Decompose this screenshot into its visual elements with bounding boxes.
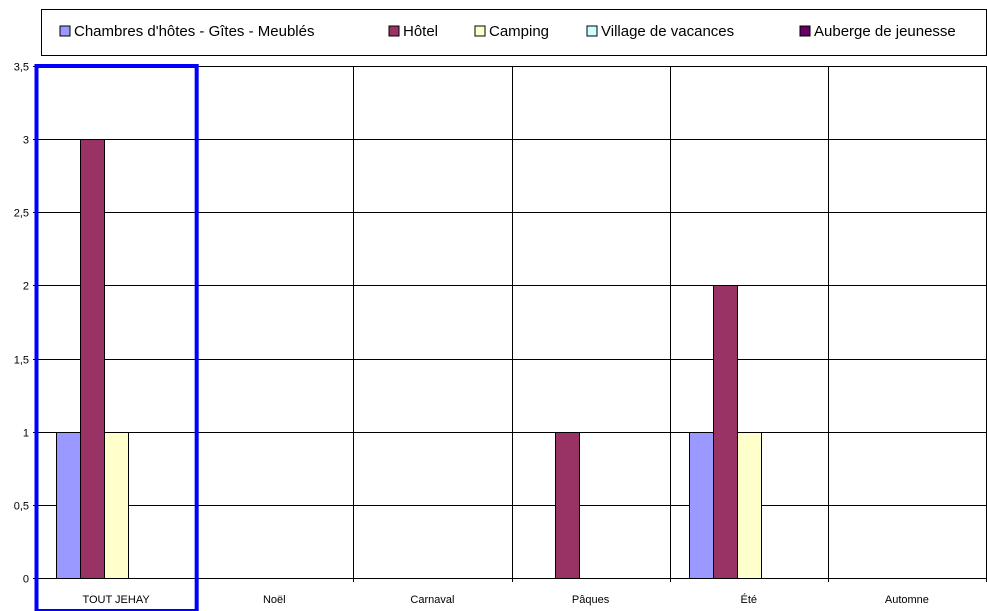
x-tick-label: Carnaval xyxy=(410,594,454,606)
x-tick-label: Noël xyxy=(263,594,286,606)
legend-swatch xyxy=(586,25,598,37)
legend-swatch xyxy=(59,25,71,37)
grid xyxy=(37,66,987,582)
y-tick-label: 3 xyxy=(23,135,29,147)
bar xyxy=(713,285,738,579)
legend-label: Hôtel xyxy=(403,23,438,40)
legend-label: Camping xyxy=(489,23,549,40)
axes: 0 0,5 1 1,5 2 2,5 3 3,5 TOUT JEHAY Noël Carnaval Pâ… xyxy=(14,62,986,606)
legend-label: Chambres d'hôtes - Gîtes - Meublés xyxy=(74,23,314,40)
bar xyxy=(80,139,105,579)
y-tick-label: 2 xyxy=(23,281,29,293)
x-tick-label: Été xyxy=(740,593,757,606)
x-tick-label: Automne xyxy=(885,594,929,606)
legend-box xyxy=(41,9,987,56)
bars xyxy=(56,139,762,579)
y-tick-label: 2,5 xyxy=(14,208,29,220)
x-tick-label: TOUT JEHAY xyxy=(82,594,150,606)
y-tick-label: 3,5 xyxy=(14,62,29,74)
y-tick-label: 1,5 xyxy=(14,355,29,367)
x-tick-label: Pâques xyxy=(572,594,610,606)
highlight xyxy=(34,64,199,611)
legend: Chambres d'hôtes - Gîtes - Meublés Hôtel C… xyxy=(41,9,987,56)
bar xyxy=(555,432,580,579)
bar xyxy=(104,432,129,579)
legend-swatch xyxy=(474,25,486,37)
y-tick-label: 0 xyxy=(23,574,29,586)
legend-swatch xyxy=(388,25,400,37)
legend-label: Village de vacances xyxy=(601,23,734,40)
legend-label: Auberge de jeunesse xyxy=(814,23,956,40)
y-tick-label: 1 xyxy=(23,428,29,440)
bar xyxy=(56,432,81,579)
selection-highlight xyxy=(34,64,199,611)
bar xyxy=(737,432,762,579)
bar xyxy=(689,432,714,579)
legend-swatch xyxy=(799,25,811,37)
y-tick-label: 0,5 xyxy=(14,501,29,513)
